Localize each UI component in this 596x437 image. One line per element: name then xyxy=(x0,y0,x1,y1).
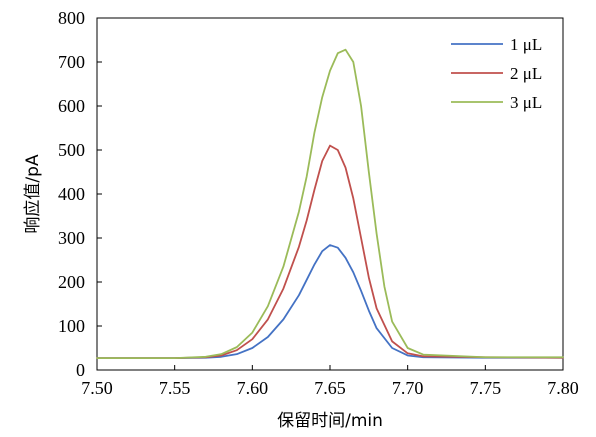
x-tick-label: 7.65 xyxy=(314,378,346,398)
x-tick-label: 7.60 xyxy=(237,378,269,398)
x-axis-title: 保留时间/min xyxy=(277,411,383,431)
series-line-2 xyxy=(96,144,564,360)
x-tick-label: 7.50 xyxy=(81,378,113,398)
x-tick-label: 7.75 xyxy=(470,378,502,398)
series-line-3 xyxy=(96,48,564,360)
plot-area xyxy=(96,48,564,360)
y-tick-label: 600 xyxy=(58,96,85,116)
y-axis-title: 响应值/pA xyxy=(23,154,43,234)
x-tick-label: 7.70 xyxy=(392,378,424,398)
y-tick-label: 100 xyxy=(58,316,85,336)
axes: 7.50 7.55 7.60 7.65 7.70 7.75 7.80 0 100 200 300 40… xyxy=(58,8,579,398)
legend-label-3: 3 μL xyxy=(510,93,542,112)
x-tick-label: 7.55 xyxy=(159,378,191,398)
y-tick-label: 200 xyxy=(58,272,85,292)
x-tick-label: 7.80 xyxy=(547,378,579,398)
y-tick-label: 500 xyxy=(58,140,85,160)
y-tick-label: 300 xyxy=(58,228,85,248)
y-tick-label: 400 xyxy=(58,184,85,204)
legend-label-2: 2 μL xyxy=(510,64,542,83)
y-tick-label: 0 xyxy=(76,360,85,380)
y-tick-label: 700 xyxy=(58,52,85,72)
legend-label-1: 1 μL xyxy=(510,35,542,54)
legend: 1 μL 2 μL 3 μL xyxy=(451,35,542,112)
series-line-1 xyxy=(96,244,564,360)
y-tick-label: 800 xyxy=(58,8,85,28)
